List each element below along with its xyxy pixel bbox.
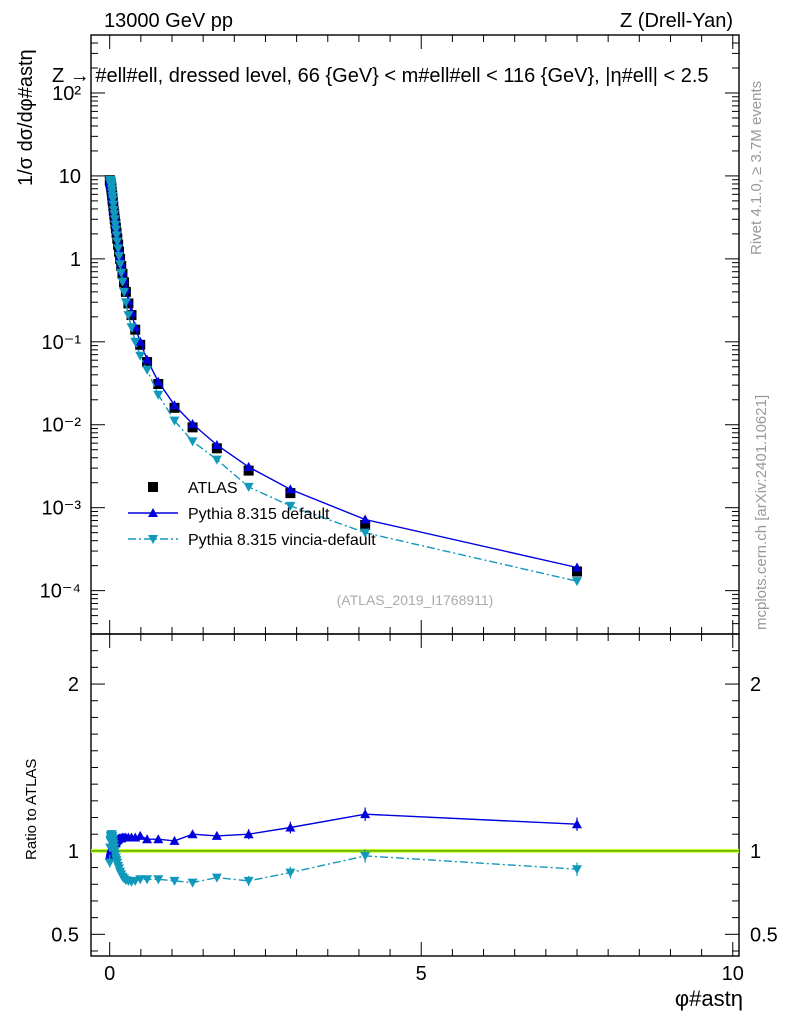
ratio-y-tick-label: 0.5 [51,924,79,946]
data-point-triangle-down [107,195,118,205]
ratio-point-triangle-down [285,868,296,878]
legend-label: Pythia 8.315 vincia-default [188,532,376,549]
data-point-triangle-down [108,200,119,210]
data-point-triangle-down [113,244,124,254]
analysis-id: (ATLAS_2019_I1768911) [337,592,494,608]
data-point-triangle-down [115,260,126,270]
data-point-triangle-up [285,484,296,494]
y-tick-label: 10⁻¹ [42,332,82,354]
ratio-point-triangle-up [360,809,371,819]
ratio-point-triangle-down [104,858,115,868]
x-tick-label: 0 [104,963,115,985]
legend-label: ATLAS [188,480,238,497]
y-tick-label: 10⁻² [42,415,82,437]
ratio-point-triangle-down [243,876,254,886]
ratio-point-triangle-up [142,834,153,844]
data-point-triangle-up [153,376,164,386]
ratio-point-triangle-up [135,830,146,840]
ratio-plot-frame [90,633,740,957]
legend-label: Pythia 8.315 default [188,506,330,523]
data-point-triangle-up [187,419,198,429]
ratio-y-tick-label-right: 2 [750,674,761,696]
data-point-triangle-down [111,231,122,241]
data-point-triangle-up [572,562,582,572]
data-point-triangle-down [135,351,146,361]
series-line-triangle-down [109,177,578,582]
y-tick-label: 10² [52,83,81,105]
data-point-triangle-down [142,365,153,375]
data-point-triangle-down [572,577,582,587]
ratio-y-tick-label-right: 0.5 [750,924,778,946]
ratio-point-triangle-down [153,875,164,885]
ratio-point-triangle-up [243,829,254,839]
legend-marker-triangle-up [148,508,158,517]
ratio-y-tick-label: 2 [68,674,79,696]
data-point-triangle-up [360,514,371,524]
ratio-line-triangle-down [109,833,578,884]
ratio-point-triangle-down [142,875,153,885]
ratio-y-axis-label: Ratio to ATLAS [23,759,40,860]
data-point-triangle-down [112,237,123,247]
data-point-triangle-up [211,439,222,449]
data-point-triangle-down [285,501,296,511]
y-tick-label: 1 [70,249,81,271]
data-point-triangle-down [110,225,121,235]
data-point-triangle-down [123,311,134,321]
data-point-triangle-down [120,298,131,308]
data-point-triangle-down [110,220,121,230]
ratio-point-triangle-up [187,829,198,839]
y-tick-label: 10 [59,166,81,188]
data-point-triangle-up [169,400,180,410]
data-point-triangle-down [114,252,125,262]
ratio-point-triangle-down [360,851,371,861]
data-point-triangle-down [109,215,120,225]
series-line-triangle-up [109,181,578,569]
data-point-triangle-up [243,461,254,471]
process-label: Z (Drell-Yan) [620,10,733,32]
data-point-triangle-down [130,337,141,347]
ratio-point-triangle-up [169,835,180,845]
ratio-point-triangle-down [169,876,180,886]
ratio-point-triangle-up [285,822,296,832]
ratio-point-triangle-up [572,819,582,829]
ratio-y-tick-label: 1 [68,841,79,863]
y-tick-label: 10⁻⁴ [40,581,81,603]
ratio-point-triangle-down [572,865,582,875]
data-point-triangle-down [243,482,254,492]
data-point-triangle-down [119,287,130,297]
data-point-triangle-down [126,323,137,333]
y-axis-label: 1/σ dσ/dφ#astη [15,49,37,186]
x-tick-label: 10 [722,963,744,985]
data-point-triangle-down [153,390,164,400]
ratio-point-triangle-up [153,834,164,844]
y-tick-label: 10⁻³ [42,498,82,520]
energy-label: 13000 GeV pp [104,10,233,32]
legend-marker-square [148,482,158,492]
data-point-triangle-down [360,528,371,538]
data-point-triangle-up [142,354,153,364]
data-point-triangle-down [116,268,127,278]
ratio-point-triangle-up [211,830,222,840]
data-point-triangle-down [117,277,128,287]
data-point-triangle-down [169,416,180,426]
rivet-label: Rivet 4.1.0, ≥ 3.7M events [748,81,765,255]
legend-marker-triangle-down [148,535,158,544]
ratio-y-tick-label-right: 1 [750,841,761,863]
legend: ATLAS Pythia 8.315 default Pythia 8.315 vi… [128,480,376,549]
x-tick-label: 5 [416,963,427,985]
ratio-point-triangle-down [187,878,198,888]
selection-label: Z → #ell#ell, dressed level, 66 {GeV} < … [52,65,709,87]
data-point-triangle-down [187,437,198,447]
ratio-point-triangle-down [135,875,146,885]
data-point-triangle-down [109,210,120,220]
data-point-triangle-up [135,336,146,346]
data-point-triangle-down [211,455,222,465]
mcplots-label: mcplots.cern.ch [arXiv:2401.10621] [753,395,770,630]
x-axis-label: φ#astη [675,986,743,1011]
ratio-point-triangle-down [211,873,222,883]
